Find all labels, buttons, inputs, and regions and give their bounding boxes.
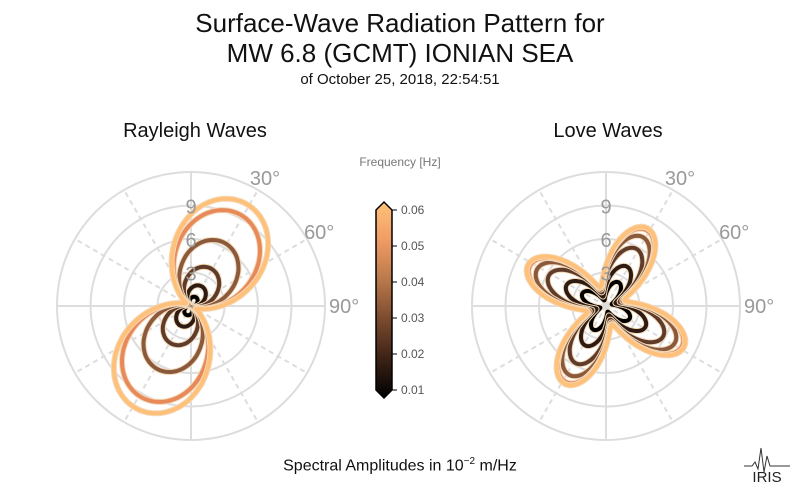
colorbar-label: Frequency [Hz]	[359, 155, 441, 169]
iris-logo-text: IRIS	[752, 469, 781, 486]
love-angle-tick-label: 60°	[719, 222, 749, 244]
rayleigh-panel-title: Rayleigh Waves	[123, 120, 267, 142]
amplitude-units-label: Spectral Amplitudes in 10−2 m/Hz	[200, 456, 600, 475]
footer-exponent: −2	[463, 456, 476, 467]
rayleigh-grid-spoke	[190, 238, 308, 307]
rayleigh-angle-tick-label: 90°	[329, 296, 359, 318]
love-panel-title: Love Waves	[553, 120, 663, 142]
rayleigh-radial-tick-label: 6	[185, 230, 196, 252]
colorbar-tick-label: 0.05	[401, 239, 425, 253]
chart-subtitle: of October 25, 2018, 22:54:51	[300, 71, 500, 88]
colorbar-tick-label: 0.02	[401, 347, 425, 361]
chart-title-line-1: Surface-Wave Radiation Pattern for	[195, 8, 605, 38]
colorbar-tick-label: 0.01	[401, 383, 425, 397]
frequency-colorbar: 0.06 0.05 0.04 0.03 0.02 0.01	[375, 200, 425, 400]
colorbar-tick-label: 0.03	[401, 311, 425, 325]
footer-prefix: Spectral Amplitudes in 10	[283, 457, 464, 475]
rayleigh-radial-tick-label: 9	[185, 197, 196, 219]
chart-title-line-2: MW 6.8 (GCMT) IONIAN SEA	[226, 38, 574, 68]
rayleigh-angle-tick-label: 30°	[250, 168, 280, 190]
love-radial-tick-label: 3	[600, 264, 611, 286]
rayleigh-grid-spoke	[74, 305, 192, 374]
rayleigh-angle-tick-label: 60°	[304, 222, 334, 244]
love-angle-tick-label: 30°	[665, 168, 695, 190]
love-series-5	[524, 224, 688, 388]
colorbar-tick-label: 0.04	[401, 275, 425, 289]
seismogram-icon	[744, 447, 790, 473]
love-angle-tick-label: 90°	[744, 296, 774, 318]
colorbar-bar	[375, 200, 393, 400]
rayleigh-grid-spoke	[190, 305, 308, 374]
rayleigh-grid-spoke	[74, 238, 192, 307]
colorbar-tick-label: 0.06	[401, 203, 425, 217]
rayleigh-radial-tick-label: 3	[185, 264, 196, 286]
rayleigh-series-5	[111, 196, 271, 416]
rayleigh-polar-plot: 3 6 9 30° 60° 90°	[56, 168, 359, 441]
iris-logo: IRIS	[744, 447, 790, 486]
love-polar-plot: 3 6 9 30° 60° 90°	[471, 168, 774, 441]
footer-suffix: m/Hz	[475, 457, 517, 475]
love-radial-tick-label: 6	[600, 230, 611, 252]
love-radial-tick-label: 9	[600, 197, 611, 219]
title-block: Surface-Wave Radiation Pattern for MW 6.…	[0, 8, 800, 90]
